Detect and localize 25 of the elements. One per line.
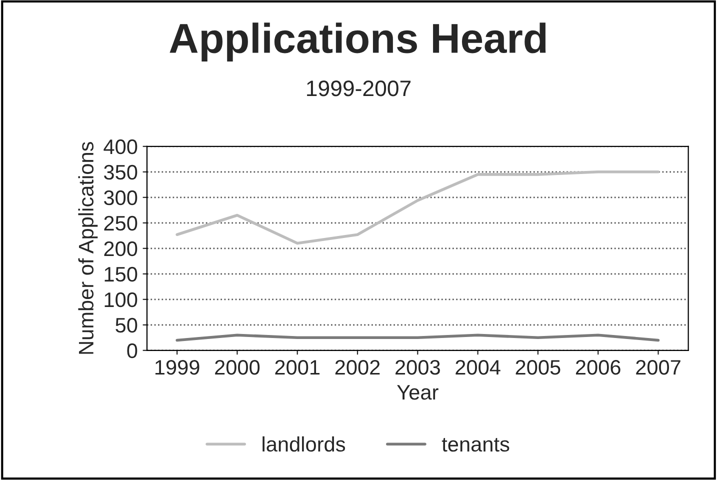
y-tick-label: 100	[104, 292, 138, 308]
y-tick-label: 200	[104, 241, 138, 256]
line-series	[176, 170, 660, 245]
x-tick-label: 2004	[456, 360, 500, 375]
y-tick-label: 300	[104, 190, 138, 206]
y-tick-label: 350	[104, 164, 138, 180]
legend-label: tenants	[442, 438, 510, 452]
x-axis-title: Year	[397, 385, 438, 400]
x-tick-label: 2003	[396, 360, 440, 375]
y-axis-title: Number of Applications	[78, 142, 98, 354]
y-tick-label: 0	[127, 343, 138, 358]
chart-title: Applications Heard	[170, 22, 546, 62]
x-tick-label: 2007	[636, 360, 680, 375]
x-tick-label: 2006	[576, 360, 620, 375]
y-tick-label: 250	[104, 216, 138, 231]
x-tick-label: 2000	[215, 360, 260, 375]
x-tick-label: 2001	[275, 360, 320, 375]
x-tick-label: 2002	[335, 360, 380, 375]
chart-subtitle: 1999-2007	[307, 80, 411, 96]
y-tick-label: 150	[104, 266, 138, 282]
x-tick-label: 1999	[155, 360, 200, 375]
y-tick-label: 400	[104, 139, 138, 154]
legend-label: landlords	[262, 436, 346, 452]
y-tick-label: 50	[116, 318, 138, 333]
x-tick-label: 2005	[516, 360, 560, 375]
